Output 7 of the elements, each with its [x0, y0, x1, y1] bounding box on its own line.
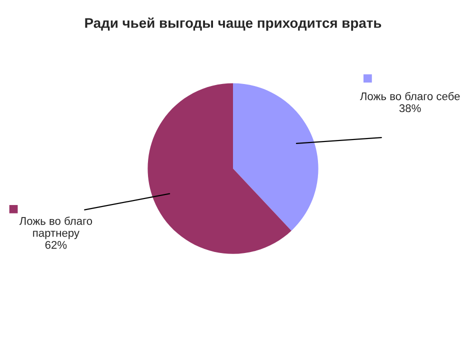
- legend-label: Ложь во благо себе: [360, 92, 460, 100]
- legend-label: Ложь во благо партнеру: [19, 216, 92, 240]
- pie-slice: [148, 83, 292, 254]
- data-label: 38%: [399, 104, 421, 112]
- data-label: 62%: [45, 241, 67, 249]
- chart-title: Ради чьей выгоды чаще приходится врать: [85, 17, 382, 31]
- pie-slice: [233, 83, 318, 231]
